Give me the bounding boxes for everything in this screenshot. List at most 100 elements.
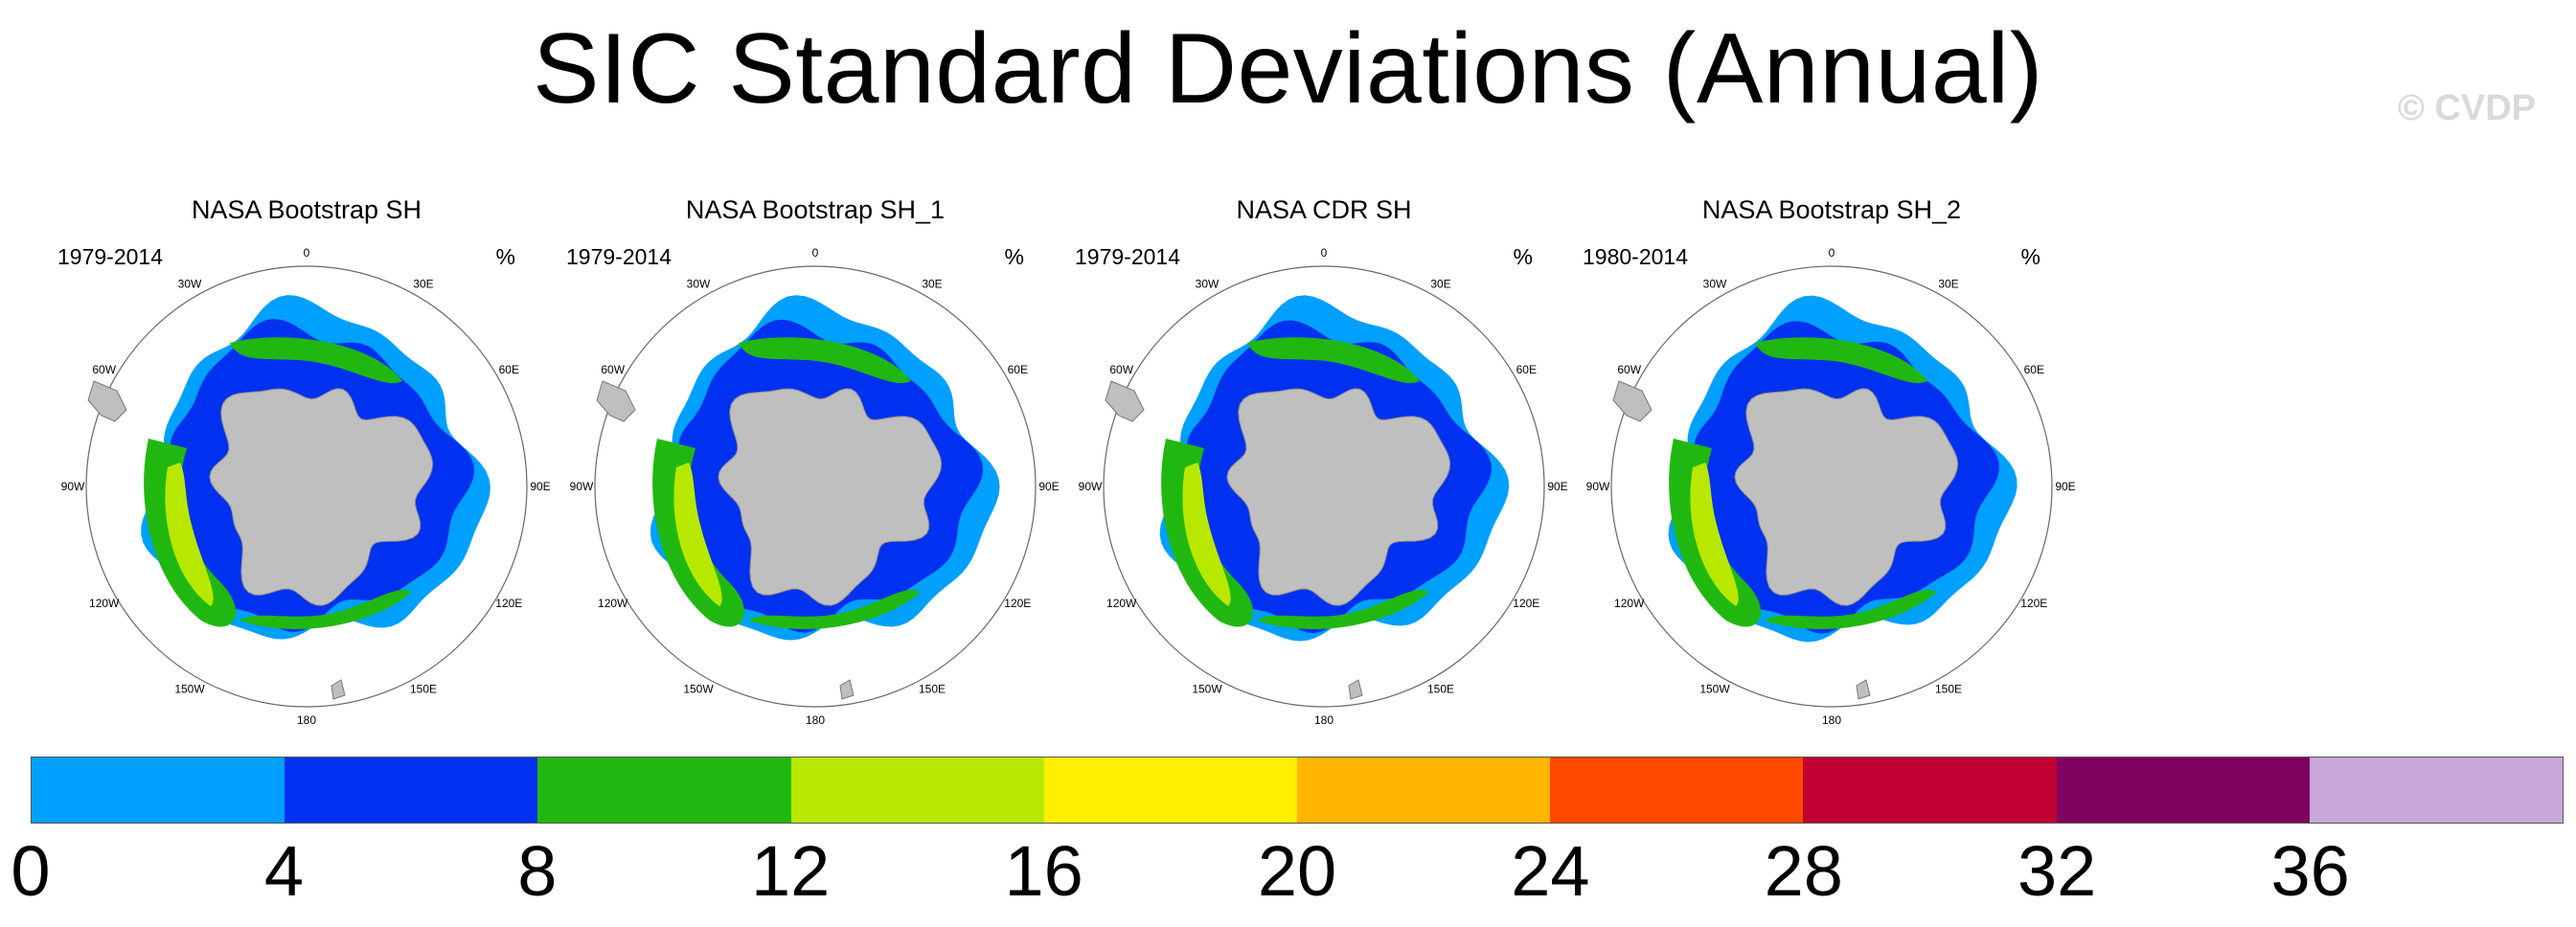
unit-label: % — [1513, 244, 1533, 269]
longitude-label: 150E — [410, 682, 437, 695]
colorbar-tick-label: 12 — [751, 831, 831, 911]
colorbar-swatch — [2056, 757, 2310, 824]
sic-region-12-16 — [1690, 463, 1739, 606]
longitude-label: 90W — [1079, 480, 1103, 493]
period-label: 1979-2014 — [1075, 244, 1180, 269]
sic-region-8-12 — [1257, 589, 1429, 629]
longitude-label: 120E — [495, 597, 522, 610]
longitude-label: 120E — [2020, 597, 2047, 610]
colorbar-swatch — [1043, 757, 1298, 824]
colorbar-tick-label: 36 — [2270, 831, 2350, 911]
longitude-label: 90W — [570, 480, 594, 493]
sic-region-8-12 — [1247, 337, 1420, 384]
island-landmass — [331, 679, 346, 700]
longitude-label: 60W — [601, 363, 625, 376]
sic-region-8-12 — [1765, 589, 1937, 629]
longitude-label: 30W — [1196, 278, 1220, 291]
longitude-label: 30W — [687, 278, 711, 291]
longitude-label: 0 — [1321, 246, 1328, 260]
map-panel-3: NASA CDR SH 1979-2014 % 0 30E 60E 90E 120E 15… — [1075, 192, 1573, 728]
longitude-label: 60W — [1617, 363, 1641, 376]
map-panel-2: NASA Bootstrap SH_1 1979-2014 % 0 30E 60E 9… — [566, 192, 1064, 728]
south-america-landmass — [1612, 380, 1653, 422]
longitude-label: 60E — [499, 363, 519, 376]
antarctica-landmass — [1734, 388, 1959, 606]
sic-region-8-12 — [1755, 337, 1927, 384]
longitude-label: 60E — [2024, 363, 2044, 376]
sic-region-8-12 — [239, 589, 412, 629]
island-landmass — [1348, 679, 1363, 700]
sic-region-12-16 — [165, 463, 214, 606]
longitude-label: 150E — [1427, 682, 1454, 695]
polar-map: 0 30E 60E 90E 120E 150E 180 150W 120W 90W 60W 30W — [61, 246, 551, 727]
colorbar-tick-label: 28 — [1764, 831, 1843, 911]
longitude-label: 30W — [178, 278, 202, 291]
island-landmass — [1856, 679, 1871, 700]
island-landmass — [839, 679, 855, 700]
longitude-label: 120W — [1614, 597, 1645, 610]
longitude-label: 90E — [530, 480, 550, 493]
longitude-label: 120W — [1106, 597, 1137, 610]
longitude-label: 30W — [1703, 278, 1727, 291]
south-america-landmass — [596, 380, 636, 422]
polar-map: 0 30E 60E 90E 120E 150E 180 150W 120W 90W 60W 30W — [1079, 246, 1568, 727]
longitude-label: 90E — [1547, 480, 1567, 493]
colorbar-tick-label: 4 — [263, 831, 304, 911]
antarctica-landmass — [718, 388, 943, 606]
longitude-label: 30E — [1430, 278, 1450, 291]
colorbar-swatch — [1297, 757, 1551, 824]
colorbar-swatch — [537, 757, 791, 824]
longitude-label: 60E — [1516, 363, 1537, 376]
colorbar-tick-label: 32 — [2017, 831, 2097, 911]
longitude-label: 90E — [2055, 480, 2075, 493]
polar-map: 0 30E 60E 90E 120E 150E 180 150W 120W 90W 60W 30W — [570, 246, 1060, 727]
colorbar-tick-label: 20 — [1257, 831, 1337, 911]
south-america-landmass — [87, 380, 127, 422]
panel-title: NASA Bootstrap SH — [191, 195, 422, 224]
map-panel-1: NASA Bootstrap SH 1979-2014 % 0 30E 60E 90E… — [57, 192, 556, 728]
colorbar-swatch — [790, 757, 1044, 824]
longitude-label: 0 — [812, 246, 819, 260]
longitude-label: 150W — [1699, 682, 1730, 695]
colorbar-swatch — [285, 757, 538, 824]
longitude-label: 120E — [1513, 597, 1539, 610]
colorbar-swatch — [1803, 757, 2057, 824]
panel-title: NASA Bootstrap SH_2 — [1701, 195, 1962, 224]
longitude-label: 120E — [1004, 597, 1031, 610]
sic-region-8-12 — [739, 337, 911, 384]
colorbar-swatch — [31, 757, 285, 824]
longitude-label: 150W — [174, 682, 205, 695]
longitude-label: 180 — [806, 713, 825, 727]
period-label: 1979-2014 — [566, 244, 672, 269]
longitude-label: 60W — [92, 363, 116, 376]
longitude-label: 150W — [683, 682, 714, 695]
sic-region-12-16 — [1182, 463, 1231, 606]
unit-label: % — [495, 244, 515, 269]
longitude-label: 0 — [304, 246, 310, 260]
unit-label: % — [1004, 244, 1024, 269]
longitude-label: 180 — [297, 713, 316, 727]
polar-map: 0 30E 60E 90E 120E 150E 180 150W 120W 90W 60W 30W — [1586, 246, 2076, 727]
longitude-label: 180 — [1822, 713, 1841, 727]
colorbar-tick-label: 24 — [1511, 831, 1590, 911]
map-panel-4: NASA Bootstrap SH_2 1980-2014 % 0 30E 60E 9… — [1583, 192, 2081, 728]
longitude-label: 90W — [1586, 480, 1610, 493]
colorbar-swatch — [2309, 757, 2565, 824]
longitude-label: 150E — [1935, 682, 1962, 695]
antarctica-landmass — [1226, 388, 1451, 606]
longitude-label: 90E — [1038, 480, 1059, 493]
panel-title: NASA CDR SH — [1236, 195, 1412, 224]
colorbar-swatch — [1550, 757, 1804, 824]
sic-region-8-12 — [748, 589, 921, 629]
period-label: 1979-2014 — [57, 244, 163, 269]
figure-title: SIC Standard Deviations (Annual) — [533, 13, 2043, 124]
south-america-landmass — [1105, 380, 1145, 422]
longitude-label: 120W — [89, 597, 120, 610]
colorbar-tick-label: 16 — [1004, 831, 1083, 911]
sic-region-8-12 — [230, 337, 402, 384]
longitude-label: 90W — [61, 480, 85, 493]
period-label: 1980-2014 — [1583, 244, 1688, 269]
longitude-label: 150W — [1192, 682, 1222, 695]
longitude-label: 30E — [1938, 278, 1958, 291]
longitude-label: 60E — [1008, 363, 1028, 376]
